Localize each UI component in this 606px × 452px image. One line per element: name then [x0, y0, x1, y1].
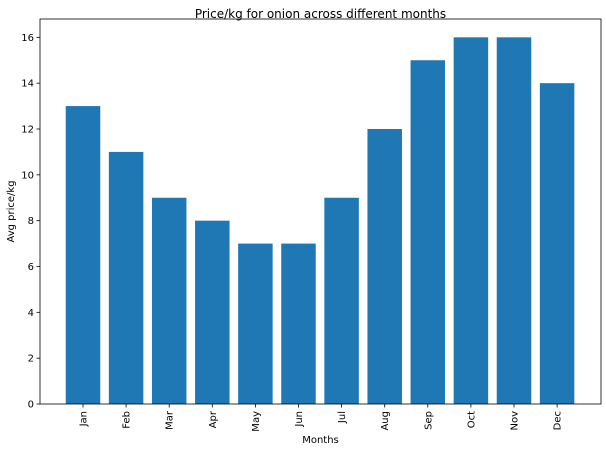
x-tick-label: Mar: [165, 410, 176, 430]
x-tick-label: Nov: [510, 411, 521, 431]
y-tick-label: 10: [21, 170, 34, 181]
bar-nov: [496, 37, 532, 404]
x-axis-label: Months: [302, 435, 339, 446]
bar-dec: [539, 83, 575, 405]
y-tick-label: 2: [28, 354, 34, 365]
x-tick-label: Jan: [79, 411, 90, 427]
x-tick-label: Apr: [208, 410, 219, 428]
y-tick-label: 12: [21, 125, 34, 136]
x-tick-label: May: [251, 411, 262, 432]
y-axis: 0 2 4 6 8 10 12 14 16: [21, 33, 40, 411]
bar-sep: [410, 60, 446, 404]
y-axis-label: Avg price/kg: [6, 180, 17, 242]
y-tick-label: 16: [21, 33, 34, 44]
bar-aug: [367, 129, 402, 404]
bar-jul: [324, 197, 359, 404]
x-axis: Jan Feb Mar Apr May Jun Jul Aug Sep Oct Nov Dec: [79, 404, 564, 432]
y-tick-label: 14: [21, 79, 34, 90]
x-tick-label: Jul: [337, 411, 348, 424]
bar-may: [238, 243, 273, 404]
bar-feb: [108, 151, 144, 404]
x-tick-label: Oct: [466, 411, 477, 428]
x-tick-label: Feb: [122, 411, 133, 429]
y-tick-label: 6: [28, 262, 34, 273]
y-tick-label: 8: [28, 216, 34, 227]
bar-mar: [151, 197, 187, 404]
bar-jan: [65, 106, 101, 404]
y-tick-label: 4: [28, 308, 34, 319]
x-tick-label: Aug: [380, 411, 391, 431]
chart-title: Price/kg for onion across different mont…: [195, 7, 446, 21]
plot-frame: [39, 18, 602, 405]
bar-apr: [195, 220, 230, 404]
bar-jun: [281, 243, 316, 404]
x-tick-label: Jun: [294, 411, 305, 428]
x-tick-label: Sep: [423, 411, 434, 430]
x-tick-label: Dec: [553, 411, 564, 430]
y-tick-label: 0: [28, 400, 34, 411]
bar-oct: [453, 37, 489, 404]
bars-group: [65, 37, 575, 405]
